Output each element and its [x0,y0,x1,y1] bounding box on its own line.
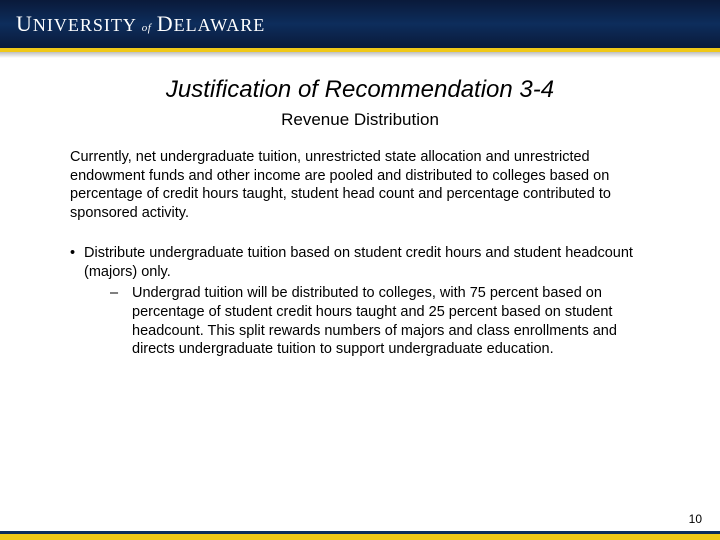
footer-accent-bar [0,534,720,540]
slide-content: Justification of Recommendation 3-4 Reve… [0,58,720,359]
bullet-text: Distribute undergraduate tuition based o… [84,244,650,282]
sub-bullet-item: – Undergrad tuition will be distributed … [110,284,650,359]
slide-title: Justification of Recommendation 3-4 [60,76,660,104]
university-logo: UNIVERSITY of DELAWARE [16,11,265,37]
slide-subtitle: Revenue Distribution [60,110,660,130]
intro-paragraph: Currently, net undergraduate tuition, un… [70,148,650,222]
bullet-marker: • [70,244,84,282]
header-bar: UNIVERSITY of DELAWARE [0,0,720,48]
sub-bullet-marker: – [110,284,132,359]
bullet-item: • Distribute undergraduate tuition based… [70,244,650,282]
page-number: 10 [689,512,702,526]
sub-bullet-text: Undergrad tuition will be distributed to… [132,284,650,359]
bullet-list: • Distribute undergraduate tuition based… [70,244,650,359]
